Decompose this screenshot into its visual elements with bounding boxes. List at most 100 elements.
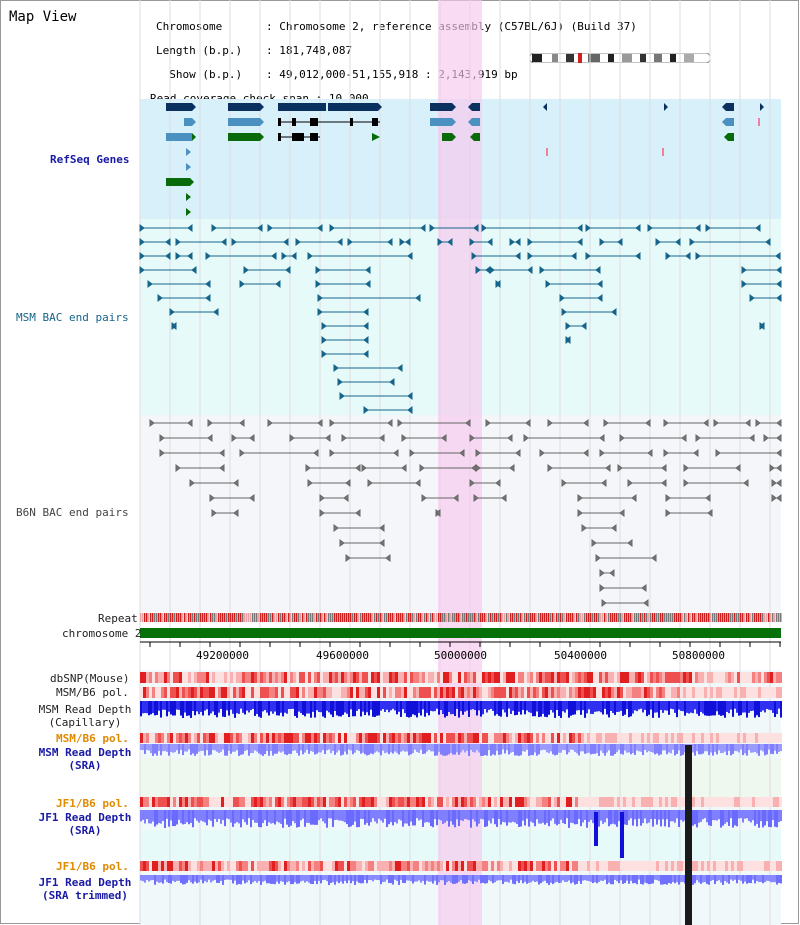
- heat-cell: [269, 733, 272, 743]
- depth-bar: [196, 810, 198, 821]
- repeat-element: [284, 613, 286, 622]
- heat-cell: [446, 672, 449, 683]
- b6n-bac-end-pairs[interactable]: [149, 419, 782, 607]
- heat-cell: [749, 733, 752, 743]
- heat-cell: [356, 797, 359, 807]
- depth-bar: [420, 701, 422, 716]
- heat-cell: [707, 733, 710, 743]
- highlight-region[interactable]: [438, 0, 482, 925]
- depth-bar: [286, 701, 288, 714]
- track-label-msm-b6-pol-2[interactable]: MSM/B6 pol.: [56, 732, 129, 745]
- track-label-jf1-b6-pol[interactable]: JF1/B6 pol.: [56, 797, 129, 810]
- depth-bar: [584, 744, 586, 754]
- depth-bar: [328, 701, 330, 713]
- heat-cell: [722, 797, 725, 807]
- repeat-track[interactable]: [140, 613, 782, 622]
- heat-cell: [182, 687, 185, 698]
- heat-cell: [524, 797, 527, 807]
- heat-cell: [764, 861, 767, 871]
- heat-cell: [722, 733, 725, 743]
- heat-cell: [728, 733, 731, 743]
- repeat-element: [474, 613, 476, 622]
- track-label-msm-depth-sra[interactable]: MSM Read Depth (SRA): [36, 746, 134, 772]
- depth-bar: [472, 810, 474, 820]
- depth-bar: [178, 744, 180, 754]
- repeat-element: [176, 613, 178, 622]
- track-label-msm-b6-pol[interactable]: MSM/B6 pol.: [56, 686, 129, 699]
- depth-bar: [650, 810, 652, 820]
- depth-bar: [198, 875, 200, 883]
- heat-cell: [194, 733, 197, 743]
- polymorphism-heat-tracks[interactable]: [140, 672, 782, 871]
- repeat-element: [434, 613, 436, 622]
- track-label-refseq[interactable]: RefSeq Genes: [50, 153, 130, 166]
- depth-bar: [144, 744, 146, 755]
- depth-bar: [342, 701, 344, 715]
- track-label-msm-bac[interactable]: MSM BAC end pairs: [16, 311, 129, 324]
- depth-bar: [352, 701, 354, 717]
- depth-bar: [370, 810, 372, 823]
- track-label-dbsnp[interactable]: dbSNP(Mouse): [50, 672, 130, 685]
- refseq-genes[interactable]: [166, 103, 764, 216]
- heat-cell: [575, 733, 578, 743]
- track-label-chromosome[interactable]: chromosome 2: [62, 627, 142, 640]
- depth-bar: [752, 810, 754, 821]
- heat-cell: [521, 733, 524, 743]
- depth-bar: [384, 744, 386, 754]
- read-depth-tracks[interactable]: [140, 701, 782, 885]
- depth-bar: [358, 701, 360, 710]
- track-label-jf1-depth-trim[interactable]: JF1 Read Depth (SRA trimmed): [36, 876, 134, 902]
- msm-bac-end-pairs[interactable]: [139, 224, 782, 414]
- depth-bar: [268, 744, 270, 756]
- depth-bar: [660, 744, 662, 755]
- track-label-jf1-b6-pol-2[interactable]: JF1/B6 pol.: [56, 860, 129, 873]
- depth-bar: [466, 701, 468, 711]
- depth-bar: [720, 875, 722, 883]
- heat-cell: [194, 687, 197, 698]
- track-label-jf1-depth-sra[interactable]: JF1 Read Depth (SRA): [36, 811, 134, 837]
- repeat-element: [184, 613, 186, 622]
- depth-bar: [380, 744, 382, 756]
- depth-bar: [296, 875, 298, 884]
- depth-bar: [594, 875, 596, 883]
- depth-bar: [648, 875, 650, 885]
- depth-bar: [780, 701, 782, 718]
- track-label-repeat[interactable]: Repeat: [98, 612, 138, 625]
- depth-bar: [274, 744, 276, 754]
- heat-cell: [563, 733, 566, 743]
- depth-bar: [158, 810, 160, 824]
- heat-cell: [665, 672, 668, 683]
- heat-cell: [572, 672, 575, 683]
- depth-bar: [722, 701, 724, 716]
- heat-cell: [164, 733, 167, 743]
- depth-bar: [692, 744, 694, 753]
- heat-cell: [440, 687, 443, 698]
- depth-bar: [770, 875, 772, 883]
- track-label-b6n-bac[interactable]: B6N BAC end pairs: [16, 506, 129, 519]
- depth-bar: [554, 701, 556, 718]
- heat-cell: [758, 687, 761, 698]
- heat-cell: [350, 672, 353, 683]
- heat-cell: [383, 687, 386, 698]
- heat-cell: [251, 733, 254, 743]
- repeat-element: [646, 613, 648, 622]
- bac-end-marker: [149, 419, 155, 427]
- heat-cell: [404, 672, 407, 683]
- depth-bar: [228, 744, 230, 751]
- heat-cell: [464, 733, 467, 743]
- depth-bar: [534, 744, 536, 753]
- chromosome-bar[interactable]: [140, 628, 781, 638]
- depth-bar: [610, 810, 612, 825]
- heat-cell: [503, 733, 506, 743]
- depth-bar: [590, 875, 592, 882]
- heat-cell: [374, 861, 377, 871]
- repeat-element: [344, 613, 346, 622]
- track-label-msm-depth-cap[interactable]: MSM Read Depth (Capillary): [36, 703, 134, 729]
- depth-bar: [540, 744, 542, 751]
- depth-bar: [672, 701, 674, 710]
- depth-bar: [578, 701, 580, 711]
- depth-bar: [536, 744, 538, 756]
- bac-end-marker: [243, 266, 249, 274]
- heat-cell: [332, 687, 335, 698]
